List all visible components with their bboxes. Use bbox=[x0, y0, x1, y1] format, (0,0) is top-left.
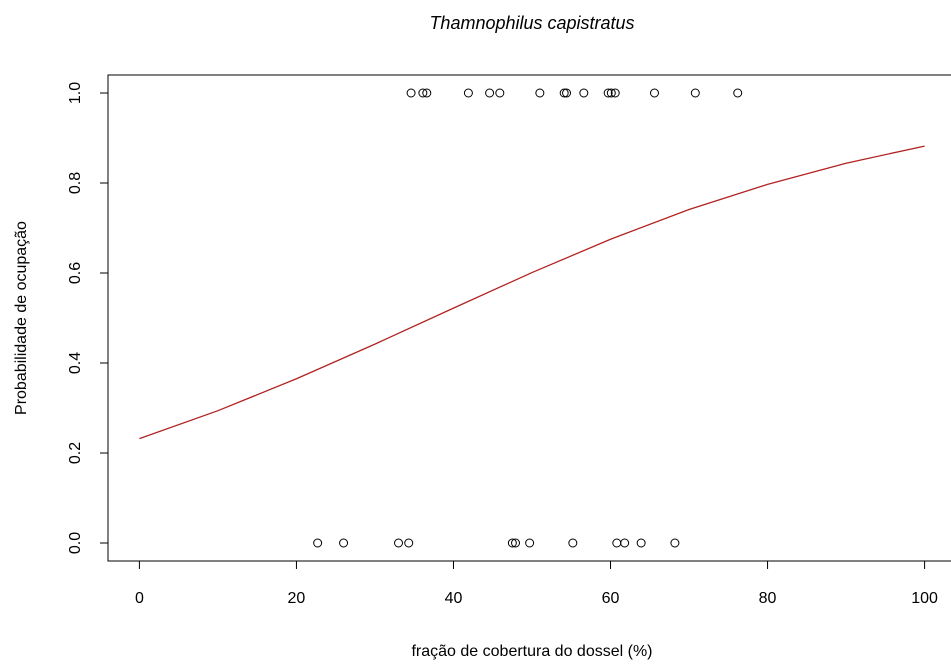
data-point bbox=[579, 88, 589, 98]
y-tick-label: 0.6 bbox=[67, 262, 84, 284]
data-point bbox=[603, 88, 613, 98]
data-point bbox=[463, 88, 473, 98]
data-point bbox=[636, 538, 646, 548]
data-point bbox=[612, 538, 622, 548]
data-point bbox=[406, 88, 416, 98]
fit-curve bbox=[139, 145, 925, 440]
x-tick-label: 100 bbox=[911, 590, 938, 607]
data-point bbox=[610, 88, 620, 98]
chart-title: Thamnophilus capistratus bbox=[429, 13, 634, 33]
x-tick-label: 20 bbox=[288, 590, 306, 607]
data-point bbox=[511, 538, 521, 548]
y-tick-label: 1.0 bbox=[67, 82, 84, 104]
x-axis-label: fração de cobertura do dossel (%) bbox=[411, 643, 652, 660]
data-point bbox=[606, 88, 616, 98]
data-point bbox=[507, 538, 517, 548]
data-point bbox=[339, 538, 349, 548]
data-point bbox=[568, 538, 578, 548]
y-tick-label: 0.8 bbox=[67, 172, 84, 194]
data-point bbox=[535, 88, 545, 98]
data-point bbox=[394, 538, 404, 548]
data-point bbox=[495, 88, 505, 98]
data-point bbox=[422, 88, 432, 98]
data-point bbox=[649, 88, 659, 98]
x-tick-label: 40 bbox=[445, 590, 463, 607]
y-tick-label: 0.4 bbox=[67, 352, 84, 374]
data-point bbox=[404, 538, 414, 548]
x-tick-label: 80 bbox=[759, 590, 777, 607]
data-point bbox=[418, 88, 428, 98]
plot-box bbox=[107, 74, 951, 562]
x-tick-label: 0 bbox=[135, 590, 144, 607]
data-point bbox=[485, 88, 495, 98]
data-point bbox=[690, 88, 700, 98]
data-point bbox=[525, 538, 535, 548]
data-point bbox=[559, 88, 569, 98]
x-tick-label: 60 bbox=[602, 590, 620, 607]
data-point bbox=[620, 538, 630, 548]
data-point bbox=[670, 538, 680, 548]
y-tick-label: 0.2 bbox=[67, 442, 84, 464]
data-point bbox=[733, 88, 743, 98]
data-point bbox=[313, 538, 323, 548]
data-point bbox=[562, 88, 572, 98]
y-tick-label: 0.0 bbox=[67, 532, 84, 554]
y-axis-label: Probabilidade de ocupação bbox=[13, 221, 30, 415]
